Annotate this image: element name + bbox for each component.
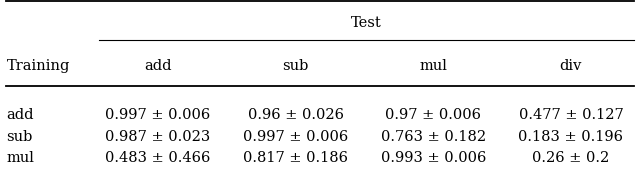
Text: 0.763 ± 0.182: 0.763 ± 0.182 bbox=[381, 130, 486, 144]
Text: mul: mul bbox=[6, 151, 35, 165]
Text: 0.26 ± 0.2: 0.26 ± 0.2 bbox=[532, 151, 609, 165]
Text: 0.817 ± 0.186: 0.817 ± 0.186 bbox=[243, 151, 348, 165]
Text: add: add bbox=[6, 108, 34, 122]
Text: 0.97 ± 0.006: 0.97 ± 0.006 bbox=[385, 108, 481, 122]
Text: 0.993 ± 0.006: 0.993 ± 0.006 bbox=[381, 151, 486, 165]
Text: mul: mul bbox=[419, 59, 447, 73]
Text: 0.96 ± 0.026: 0.96 ± 0.026 bbox=[248, 108, 344, 122]
Text: Test: Test bbox=[351, 16, 382, 30]
Text: 0.997 ± 0.006: 0.997 ± 0.006 bbox=[243, 130, 348, 144]
Text: 0.483 ± 0.466: 0.483 ± 0.466 bbox=[106, 151, 211, 165]
Text: Training: Training bbox=[6, 59, 70, 73]
Text: 0.987 ± 0.023: 0.987 ± 0.023 bbox=[106, 130, 211, 144]
Text: sub: sub bbox=[6, 130, 33, 144]
Text: sub: sub bbox=[282, 59, 309, 73]
Text: 0.477 ± 0.127: 0.477 ± 0.127 bbox=[518, 108, 623, 122]
Text: 0.183 ± 0.196: 0.183 ± 0.196 bbox=[518, 130, 623, 144]
Text: div: div bbox=[560, 59, 582, 73]
Text: 0.997 ± 0.006: 0.997 ± 0.006 bbox=[106, 108, 211, 122]
Text: add: add bbox=[145, 59, 172, 73]
